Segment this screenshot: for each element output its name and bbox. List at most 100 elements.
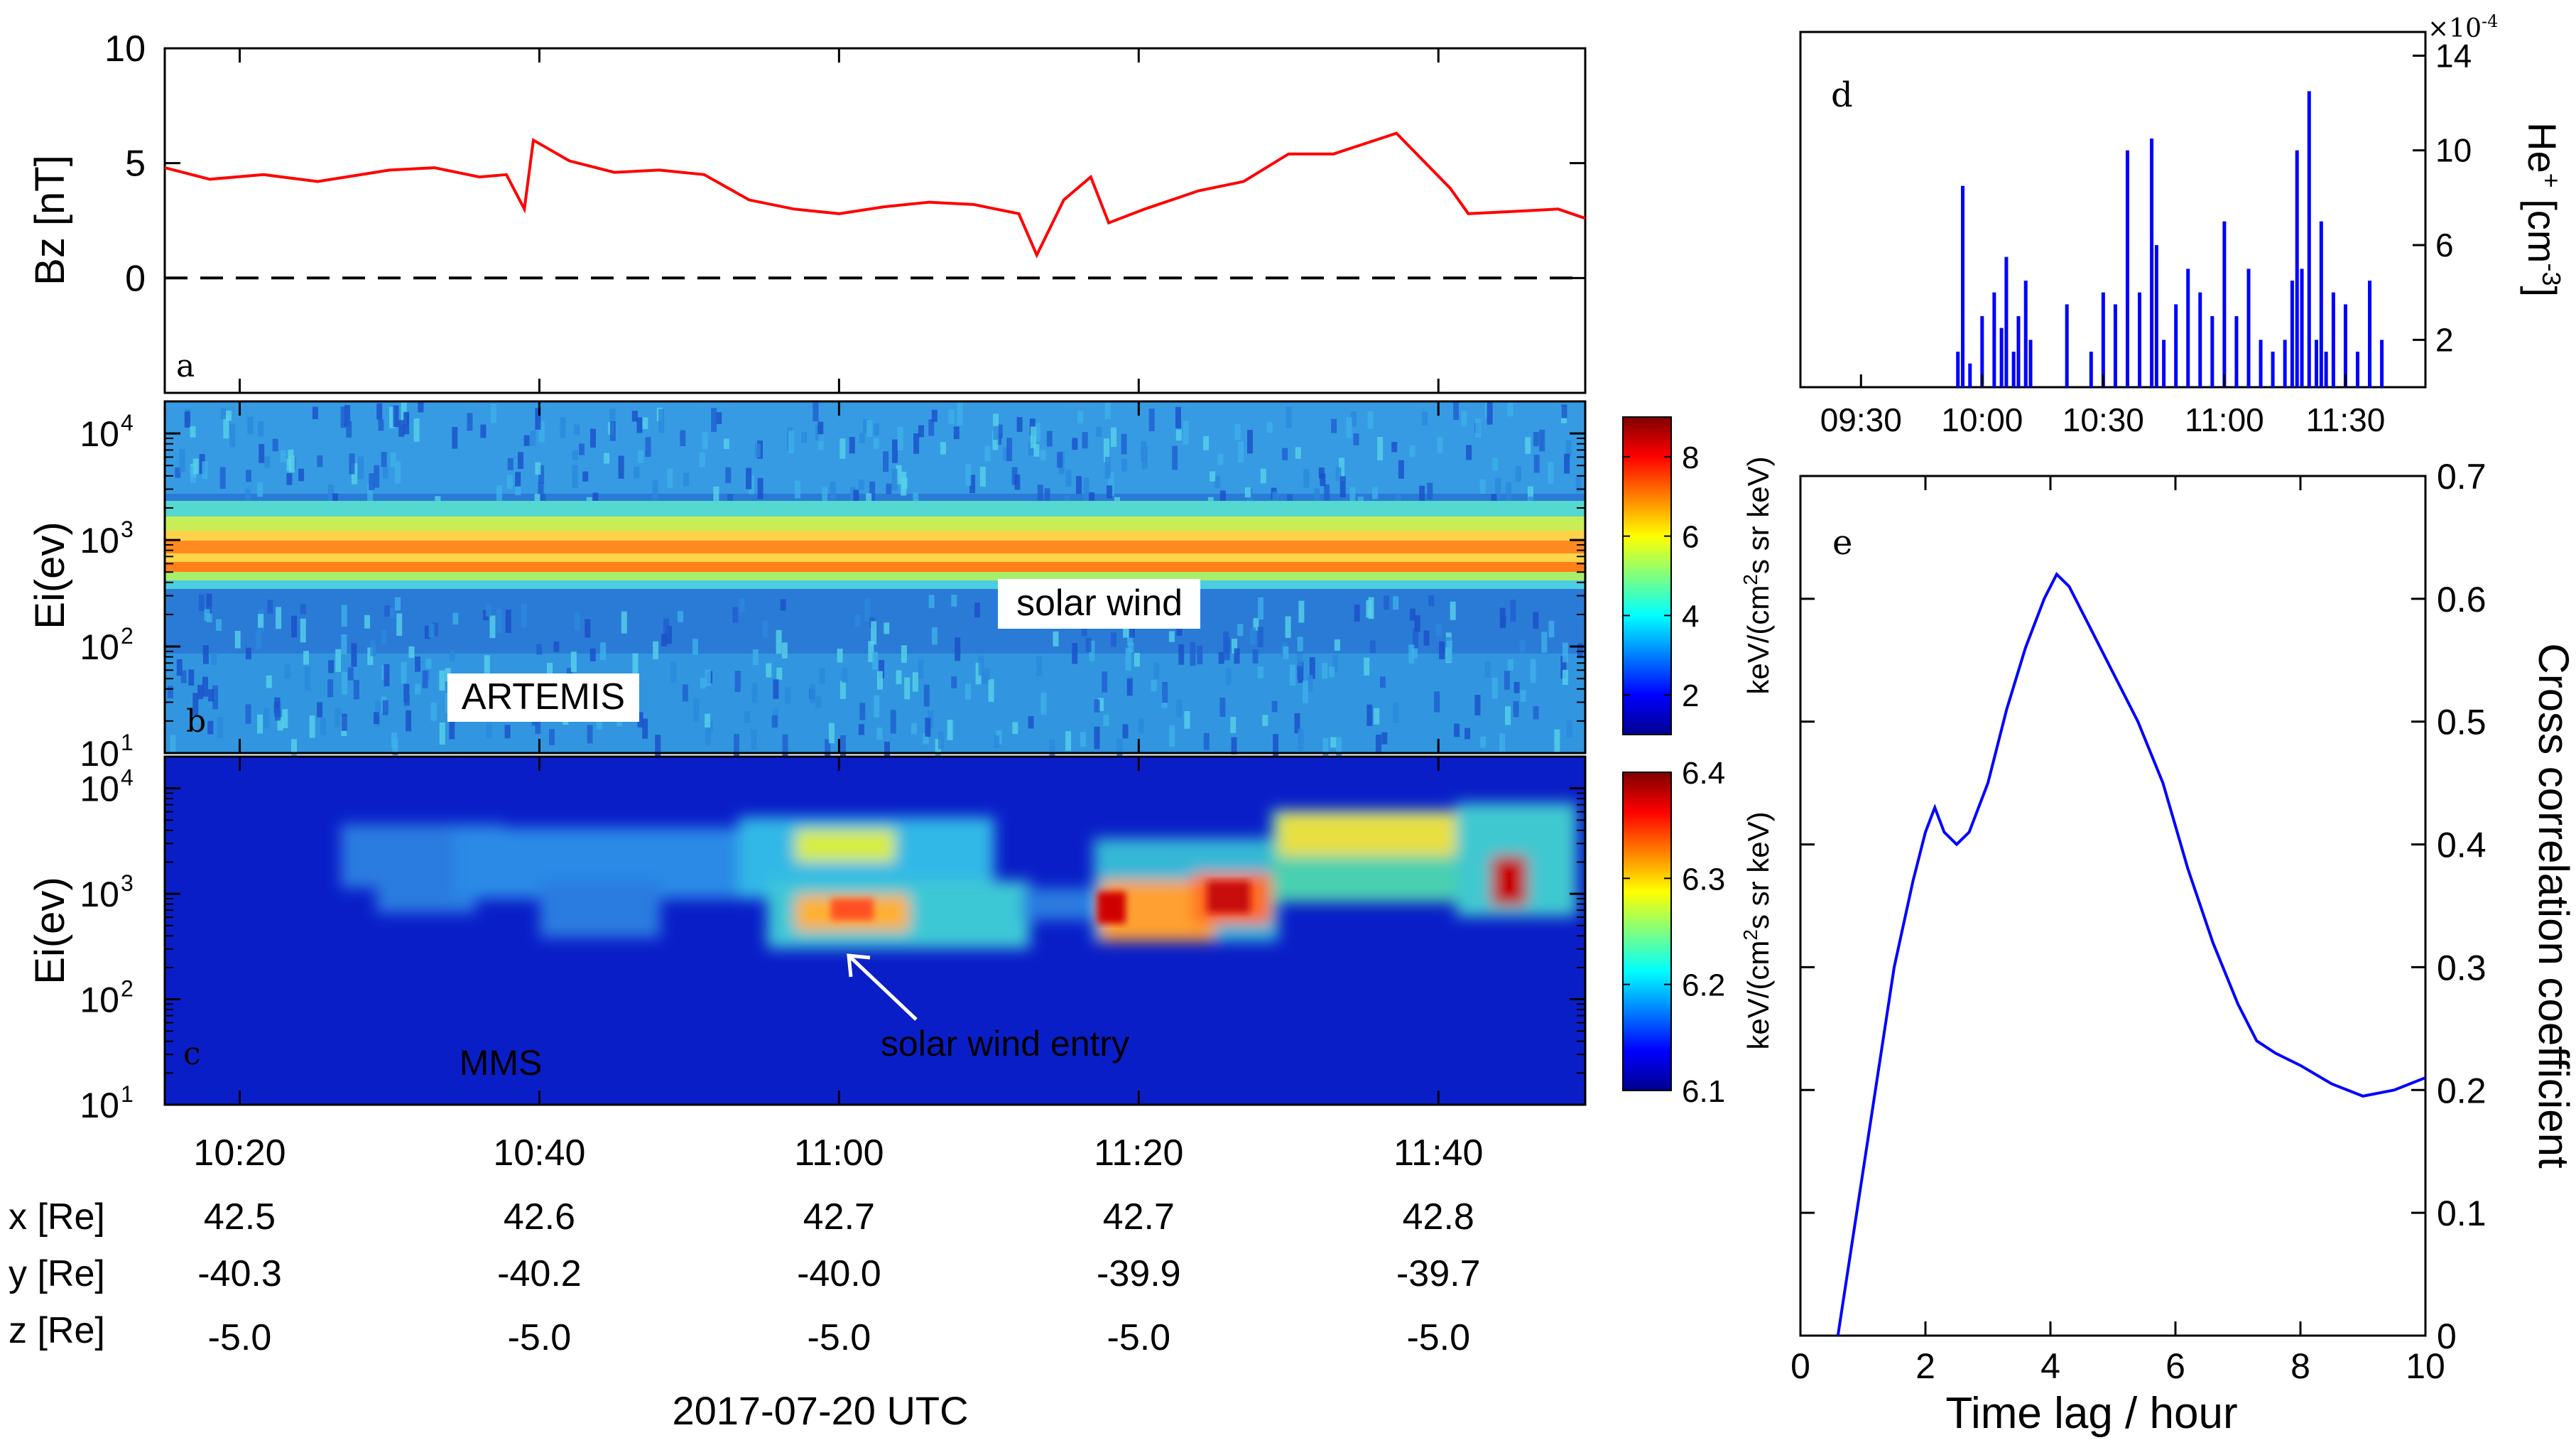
panel-e-xtick-label: 4 [2040,1346,2060,1386]
svg-text:3: 3 [121,516,134,542]
panel-e-ytick-label: 0.4 [2437,826,2487,865]
panel-c-frame [163,755,1587,1106]
panel-e-axes: 0.7 0.6 0.5 0.4 0.3 0.2 0.1 0 0 2 4 6 8 10 [1790,457,2486,1386]
panel-d-label: d [1831,75,1853,115]
colorbar-c-label: keV/(cm2s sr keV) [1739,811,1775,1049]
series-Bz [164,131,1586,259]
panel-d-xtick-label: 10:00 [1941,401,2023,438]
time-tick-label: 10:20 [193,1132,286,1174]
panel-a-ytick-label: 5 [125,144,146,185]
colorbar-b-label: keV/(cm2s sr keV) [1739,456,1775,694]
time-tick-label: 11:20 [1094,1132,1183,1174]
panel-e-ytick-label: 0.1 [2437,1194,2487,1233]
time-axis: 10:20 10:40 11:00 11:20 11:40 [193,1132,1483,1174]
svg-text:2: 2 [121,976,134,1002]
panel-d-xtick-label: 11:00 [2185,401,2264,438]
panel-e-ytick-label: 0.2 [2437,1071,2487,1110]
orbit-value: -39.7 [1396,1253,1481,1294]
orbit-value: 42.6 [504,1196,575,1238]
colorbar-tick-label: 2 [1682,678,1699,713]
svg-text:1: 1 [121,730,134,755]
ytick-label: 10 [80,734,119,774]
panel-c-ylabel: Ei(ev) [27,877,73,984]
panel-e-xtick-label: 10 [2406,1346,2445,1386]
panel-d-xtick-label: 11:30 [2306,401,2386,438]
series-cross-correlation [1836,571,2426,1336]
panel-d-xtick-label: 09:30 [1820,401,1902,438]
orbit-value: 42.5 [204,1196,276,1238]
svg-text:2: 2 [121,623,134,649]
orbit-value: -5.0 [208,1317,272,1358]
panel-e-ytick-label: 0.6 [2437,580,2487,620]
panel-a-frame [163,47,1587,394]
panel-d-axes: 14 10 6 2 09:30 10:00 10:30 11:00 11:30 [1820,37,2472,438]
panel-d-ylabel: He+ [cm-3] [2520,122,2566,297]
panel-e-xtick-label: 0 [1790,1346,1810,1386]
colorbar-b: 8 6 4 2 keV/(cm2s sr keV) [1622,416,1775,735]
panel-b-heatmap [165,401,1585,762]
panel-e-xtick-label: 8 [2290,1346,2310,1386]
annotation-arrow [847,954,918,1021]
orbit-value: -5.0 [808,1317,871,1358]
orbit-row-label: x [Re] [9,1196,105,1238]
colorbar-tick-label: 6.2 [1682,968,1725,1003]
panel-e-xtick-label: 6 [2165,1346,2185,1386]
panel-c-heatmap [165,757,1585,1105]
panel-a-ylabel: Bz [nT] [27,155,73,286]
panel-e-ytick-label: 0.3 [2437,948,2487,988]
time-tick-label: 11:00 [794,1132,884,1174]
ytick-label: 10 [80,1086,119,1125]
panel-e-ylabel: Cross correlation coefficient [2530,643,2576,1169]
panel-a-ytick-label: 10 [104,28,146,70]
svg-text:3: 3 [121,870,134,896]
annotation-solar-wind-entry: solar wind entry [881,1024,1129,1064]
ytick-label: 10 [80,980,119,1020]
panel-d-xtick-label: 10:30 [2063,401,2144,438]
panel-d-ytick-label: 2 [2435,321,2454,358]
annotation-arrowhead [847,953,871,978]
panel-d-ytick-label: 6 [2435,227,2454,264]
annotation-mms: MMS [460,1043,543,1083]
orbit-value: -40.0 [797,1253,881,1294]
date-label: 2017-07-20 UTC [672,1388,968,1433]
ytick-label: 10 [80,521,119,561]
panel-e: 0.7 0.6 0.5 0.4 0.3 0.2 0.1 0 0 2 4 6 8 10 e Time lag… [1790,457,2576,1438]
colorbar-tick-label: 6.3 [1682,862,1725,897]
panel-b-frame [163,400,1587,754]
colorbar-tick-label: 6 [1682,520,1699,555]
orbit-value: 42.7 [803,1196,875,1238]
orbit-value: -39.9 [1097,1253,1181,1294]
time-tick-label: 11:40 [1393,1132,1483,1174]
orbit-table: x [Re] 42.5 42.6 42.7 42.7 42.8 y [Re] -40.3 -40… [9,1196,1481,1358]
annotation-artemis: ARTEMIS [462,676,625,718]
panel-a-ytick-label: 0 [125,258,146,299]
colorbar-c: 6.4 6.3 6.2 6.1 keV/(cm2s sr keV) [1622,756,1775,1109]
colorbar-tick-label: 6.4 [1682,756,1725,791]
ytick-label: 10 [80,414,119,454]
svg-text:4: 4 [121,410,134,435]
orbit-value: 42.8 [1403,1196,1474,1238]
svg-text:1: 1 [121,1081,134,1107]
panel-d-spikes [1956,91,2384,387]
panel-a-yticks: 10 5 0 [104,28,1585,393]
orbit-row-label: z [Re] [9,1310,105,1351]
panel-e-label: e [1832,523,1852,563]
orbit-value: 42.7 [1103,1196,1175,1238]
orbit-row-label: y [Re] [9,1253,105,1294]
panel-b-ylabel: Ei(ev) [27,521,73,629]
panel-e-xtick-label: 2 [1915,1346,1935,1386]
colorbar-tick-label: 4 [1682,599,1699,634]
svg-text:4: 4 [121,765,134,791]
panel-d-scale: ×10-4 [2428,11,2498,43]
panel-e-lines [1836,571,2426,1336]
orbit-value: -5.0 [1107,1317,1171,1358]
time-tick-label: 10:40 [493,1132,585,1174]
orbit-value: -5.0 [508,1317,572,1358]
ytick-label: 10 [80,875,119,914]
panel-a-lines [164,131,1586,280]
